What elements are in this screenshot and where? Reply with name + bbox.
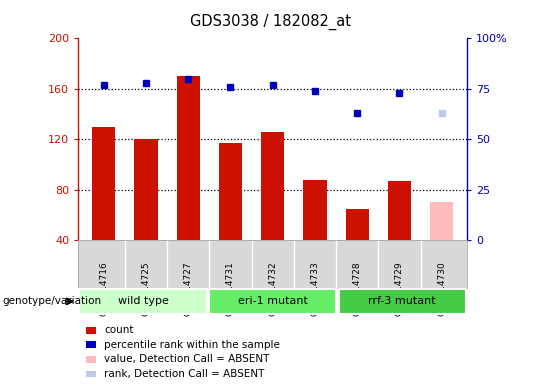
Text: GSM214716: GSM214716 [99,262,108,316]
Text: GSM214732: GSM214732 [268,262,277,316]
Text: rank, Detection Call = ABSENT: rank, Detection Call = ABSENT [104,369,265,379]
Text: count: count [104,325,134,335]
Text: GDS3038 / 182082_at: GDS3038 / 182082_at [190,13,350,30]
Text: percentile rank within the sample: percentile rank within the sample [104,340,280,350]
Text: GSM214725: GSM214725 [141,262,151,316]
Bar [219,143,242,240]
Text: GSM214727: GSM214727 [184,262,193,316]
Text: GSM214728: GSM214728 [353,262,362,316]
Bar [346,209,369,240]
Bar [134,139,158,240]
Bar [430,202,454,240]
Bar [339,289,466,314]
Text: wild type: wild type [118,296,168,306]
Bar [303,180,327,240]
Text: GSM214729: GSM214729 [395,262,404,316]
Bar [261,132,285,240]
Text: GSM214730: GSM214730 [437,262,446,316]
Text: value, Detection Call = ABSENT: value, Detection Call = ABSENT [104,354,269,364]
Text: eri-1 mutant: eri-1 mutant [238,296,308,306]
Bar [79,289,207,314]
Bar [388,181,411,240]
Bar [92,127,115,240]
Text: genotype/variation: genotype/variation [3,296,102,306]
Text: GSM214731: GSM214731 [226,262,235,316]
Text: GSM214733: GSM214733 [310,262,320,316]
Bar [209,289,336,314]
Text: rrf-3 mutant: rrf-3 mutant [368,296,436,306]
Bar [177,76,200,240]
